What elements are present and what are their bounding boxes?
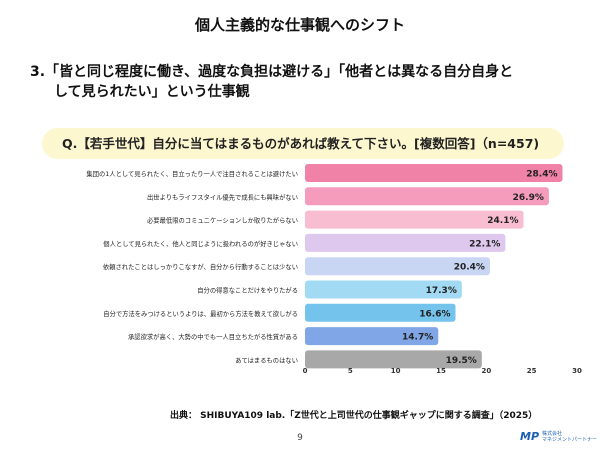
source-note: 出典： SHIBUYA109 lab.「Z世代と上司世代の仕事観ギャップに関する… bbox=[170, 411, 538, 421]
page-number: 9 bbox=[297, 433, 303, 443]
value-label: 14.7% bbox=[402, 333, 433, 343]
value-label: 17.3% bbox=[426, 286, 457, 296]
value-label: 19.5% bbox=[446, 356, 477, 366]
value-label: 26.9% bbox=[513, 193, 544, 203]
category-label: 自分で方法をみつけるというよりは、最初から方法を教えて欲しがる bbox=[103, 309, 298, 318]
x-tick-label: 30 bbox=[572, 367, 582, 375]
value-label: 20.4% bbox=[454, 263, 485, 273]
category-label: 必要最低限のコミュニケーションしか取りたがらない bbox=[147, 216, 298, 225]
x-tick-label: 20 bbox=[481, 367, 491, 375]
x-tick-label: 10 bbox=[391, 367, 401, 375]
logo-line-2: マネジメントパートナー bbox=[542, 436, 598, 443]
bar bbox=[305, 164, 563, 182]
category-label: あてはまるものはない bbox=[235, 356, 298, 364]
category-label: 個人として見られたく、他人と同じように扱われるのが好きじゃない bbox=[103, 239, 298, 248]
value-label: 24.1% bbox=[487, 216, 518, 226]
logo-line-1: 株式会社 bbox=[542, 430, 563, 437]
bar bbox=[305, 303, 456, 322]
bar bbox=[305, 210, 524, 229]
logo-text: 株式会社 マネジメントパートナー bbox=[542, 431, 597, 443]
category-label: 出世よりもライフスタイル優先で成長にも興味がない bbox=[147, 192, 298, 201]
bar bbox=[305, 233, 506, 252]
logo-mark: MP bbox=[520, 430, 540, 443]
x-tick-label: 0 bbox=[303, 367, 308, 375]
slide-title: 個人主義的な仕事観へのシフト bbox=[194, 16, 405, 34]
category-label: 依頼されたことはしっかりこなすが、自分から行動することは少ない bbox=[103, 262, 298, 271]
category-label: 承認欲求が高く、大勢の中でも一人目立ちたがる性質がある bbox=[128, 332, 298, 341]
x-tick-label: 5 bbox=[348, 367, 353, 375]
bar bbox=[305, 280, 462, 299]
value-label: 16.6% bbox=[419, 309, 450, 319]
question-banner: Q.【若手世代】自分に当てはまるものがあれば教えて下さい。[複数回答]（n=45… bbox=[42, 128, 564, 159]
x-tick-label: 25 bbox=[527, 367, 537, 375]
bar bbox=[305, 257, 490, 276]
company-logo: MP 株式会社 マネジメントパートナー bbox=[520, 430, 597, 443]
section-heading: 3.「皆と同じ程度に働き、過度な負担は避ける」「他者とは異なる自分自身と して見… bbox=[30, 62, 590, 102]
category-label: 集団の1人として見られたく、目立ったり一人で注目されることは避けたい bbox=[86, 169, 298, 178]
heading-line-1: 3.「皆と同じ程度に働き、過度な負担は避ける」「他者とは異なる自分自身と bbox=[30, 64, 514, 80]
category-label: 自分の得意なことだけをやりたがる bbox=[197, 286, 298, 295]
heading-line-2: して見られたい」という仕事観 bbox=[54, 84, 250, 100]
bar bbox=[305, 327, 439, 346]
value-label: 22.1% bbox=[469, 239, 500, 249]
value-label: 28.4% bbox=[526, 170, 557, 180]
bar bbox=[305, 187, 549, 206]
bar bbox=[305, 350, 482, 369]
x-tick-label: 15 bbox=[436, 367, 446, 375]
